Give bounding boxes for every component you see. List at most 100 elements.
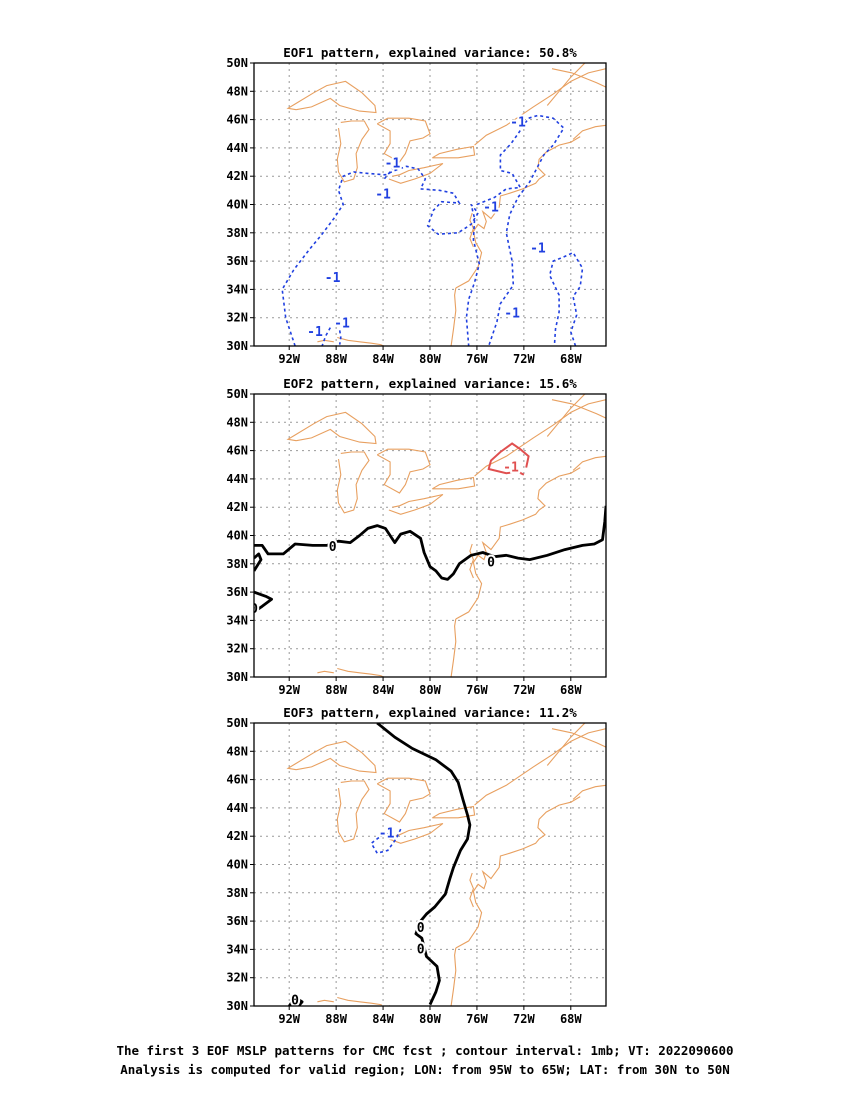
eof-panel-2: EOF2 pattern, explained variance: 15.6% 0… [226, 376, 607, 697]
lat-tick-label: 48N [226, 415, 248, 429]
caption-line-1: The first 3 EOF MSLP patterns for CMC fc… [116, 1043, 734, 1058]
coastline [546, 723, 586, 766]
lon-tick-label: 76W [466, 683, 488, 697]
contour-label: 0 [381, 1005, 389, 1020]
coastline [336, 120, 370, 183]
lat-tick-label: 42N [226, 169, 248, 183]
coastline [337, 667, 385, 677]
panel-title: EOF3 pattern, explained variance: 11.2% [283, 705, 577, 720]
lon-tick-label: 72W [513, 352, 535, 366]
contours [288, 723, 472, 1006]
coastline [450, 618, 457, 677]
coastline [317, 999, 334, 1003]
coastline [388, 822, 444, 844]
lat-tick-label: 38N [226, 557, 248, 571]
coastline [450, 947, 457, 1006]
contour-line [254, 505, 606, 581]
lat-tick-label: 42N [226, 829, 248, 843]
coastline [455, 136, 581, 289]
lat-tick-label: 42N [226, 500, 248, 514]
coastline [376, 117, 431, 163]
lat-tick-label: 32N [226, 971, 248, 985]
contour-label: 0 [291, 993, 299, 1008]
lat-tick-label: 40N [226, 198, 248, 212]
coastline [286, 80, 377, 114]
coastline [455, 796, 581, 949]
eof-panel-3: EOF3 pattern, explained variance: 11.2% -… [226, 705, 607, 1026]
lat-tick-label: 30N [226, 999, 248, 1013]
graticule [254, 394, 606, 677]
coastline [469, 543, 474, 579]
lon-tick-label: 68W [560, 683, 582, 697]
lat-tick-label: 46N [226, 773, 248, 787]
contour-label: -1 [483, 200, 499, 215]
coastline [455, 467, 581, 620]
coastline [388, 162, 444, 184]
lat-tick-label: 44N [226, 141, 248, 155]
lon-tick-label: 92W [278, 352, 300, 366]
coastline [474, 68, 606, 146]
coastline [336, 451, 370, 514]
coastlines [286, 723, 606, 1006]
coastline [317, 670, 334, 674]
contour-line [288, 996, 304, 1006]
contour-line [476, 114, 565, 346]
coastline [572, 784, 606, 800]
lon-tick-label: 80W [419, 1012, 441, 1026]
lat-tick-label: 38N [226, 226, 248, 240]
lon-tick-label: 76W [466, 1012, 488, 1026]
lat-tick-label: 30N [226, 670, 248, 684]
lat-tick-label: 48N [226, 84, 248, 98]
lat-tick-label: 48N [226, 744, 248, 758]
lat-tick-label: 44N [226, 801, 248, 815]
caption-line-2: Analysis is computed for valid region; L… [120, 1062, 730, 1077]
lat-tick-label: 46N [226, 113, 248, 127]
coastline [551, 399, 606, 419]
lat-tick-label: 38N [226, 886, 248, 900]
coastline [337, 336, 385, 346]
lon-tick-label: 84W [372, 683, 394, 697]
coastlines [286, 394, 606, 677]
contour-label: 0 [329, 540, 337, 555]
lon-tick-label: 80W [419, 683, 441, 697]
contour-label: -1 [379, 826, 395, 841]
coastline [450, 287, 457, 346]
lat-tick-label: 34N [226, 282, 248, 296]
contour-label: -1 [375, 188, 391, 203]
panel-title: EOF1 pattern, explained variance: 50.8% [283, 45, 577, 60]
lat-tick-label: 50N [226, 56, 248, 70]
lat-tick-label: 34N [226, 613, 248, 627]
contour-line [338, 330, 342, 345]
contour-label: -1 [503, 461, 519, 476]
contour-label: -1 [510, 115, 526, 130]
contour-line [254, 552, 263, 572]
coastline [286, 411, 377, 445]
lon-tick-label: 76W [466, 352, 488, 366]
coastline [551, 68, 606, 88]
lon-tick-label: 68W [560, 1012, 582, 1026]
contour-line [254, 590, 273, 614]
lon-tick-label: 84W [372, 1012, 394, 1026]
contour-label: -1 [504, 306, 520, 321]
lat-tick-label: 44N [226, 472, 248, 486]
coastline [572, 455, 606, 471]
contour-label: 0 [250, 602, 258, 617]
contour-line [281, 165, 481, 346]
lat-tick-label: 32N [226, 642, 248, 656]
lon-tick-label: 88W [325, 683, 347, 697]
lon-tick-label: 68W [560, 352, 582, 366]
contour-label: 0 [417, 942, 425, 957]
coastlines [286, 63, 606, 346]
panel-title: EOF2 pattern, explained variance: 15.6% [283, 376, 577, 391]
lat-tick-label: 40N [226, 529, 248, 543]
lon-tick-label: 72W [513, 683, 535, 697]
contour-label: -1 [530, 241, 546, 256]
coastline [376, 448, 431, 494]
coastline [474, 728, 606, 806]
contours [254, 442, 606, 614]
lat-tick-label: 30N [226, 339, 248, 353]
lon-tick-label: 72W [513, 1012, 535, 1026]
eof-map-figure: EOF1 pattern, explained variance: 50.8% -… [226, 45, 607, 1026]
lon-tick-label: 80W [419, 352, 441, 366]
coastline [551, 728, 606, 748]
